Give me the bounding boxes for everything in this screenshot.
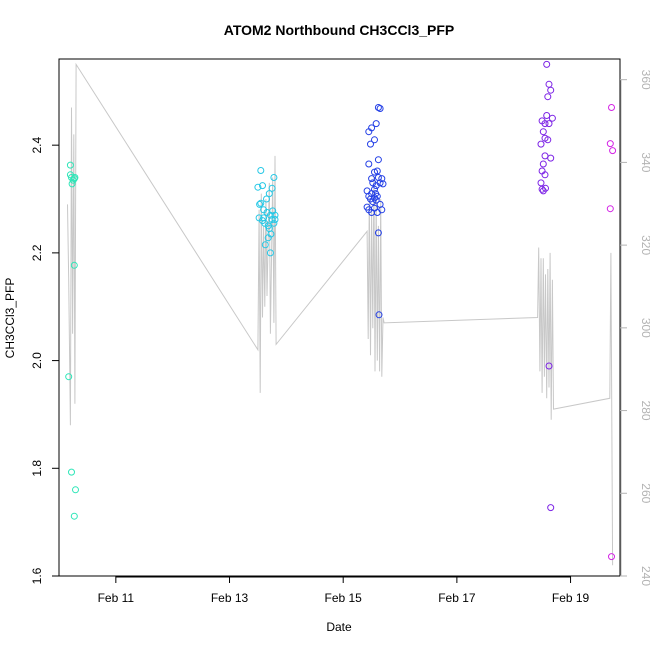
- data-point: [545, 362, 553, 370]
- data-point: [547, 86, 555, 94]
- data-point: [372, 120, 380, 128]
- data-point: [373, 209, 381, 216]
- data-point: [70, 261, 78, 269]
- data-point: [365, 160, 373, 168]
- data-point: [542, 184, 549, 192]
- data-point: [266, 249, 274, 257]
- data-point: [543, 112, 551, 119]
- data-point: [257, 167, 265, 174]
- data-point: [257, 199, 265, 207]
- y-tick-label: 2.4: [30, 137, 44, 154]
- x-axis: Feb 11 Feb 13 Feb 15 Feb 17 Feb 19: [98, 576, 590, 605]
- y2-tick-label: 240: [639, 566, 650, 586]
- data-point: [608, 104, 615, 111]
- data-point: [606, 140, 614, 148]
- data-point: [368, 175, 376, 183]
- data-point: [270, 219, 278, 227]
- data-point: [270, 174, 278, 181]
- y2-tick-label: 320: [639, 235, 650, 255]
- y-tick-label: 2.0: [30, 352, 44, 369]
- data-point: [374, 156, 382, 164]
- y2-tick-label: 260: [639, 483, 650, 503]
- data-point: [373, 167, 381, 175]
- y2-tick-label: 360: [639, 70, 650, 90]
- y2-tick-label: 300: [639, 318, 650, 338]
- data-point: [372, 190, 380, 198]
- data-point: [541, 120, 549, 128]
- data-point: [538, 185, 546, 193]
- data-point: [374, 104, 382, 111]
- data-point: [378, 175, 386, 183]
- x-tick-label: Feb 19: [552, 591, 590, 605]
- data-point: [541, 152, 549, 160]
- data-point: [371, 136, 378, 144]
- x-axis-label: Date: [326, 620, 352, 634]
- series-line-layer: [67, 62, 614, 566]
- data-point: [376, 105, 384, 112]
- x-tick-label: Feb 17: [438, 591, 476, 605]
- data-point: [259, 182, 266, 190]
- y-tick-label: 2.2: [30, 244, 44, 261]
- data-point: [539, 160, 547, 168]
- y-axis-right: 240 260 280 300 320 340 360: [620, 70, 650, 586]
- data-point: [367, 140, 374, 148]
- data-point: [264, 234, 272, 242]
- data-point: [369, 198, 377, 206]
- y-axis-label: CH3CCl3_PFP: [3, 278, 17, 359]
- data-point: [254, 183, 262, 191]
- y-tick-label: 1.8: [30, 460, 44, 477]
- data-point: [371, 194, 378, 202]
- data-point: [71, 174, 79, 181]
- data-point: [606, 205, 614, 213]
- data-point: [65, 373, 73, 381]
- data-point: [543, 60, 551, 68]
- data-point: [544, 136, 552, 144]
- chart-title: ATOM2 Northbound CH3CCl3_PFP: [224, 22, 455, 38]
- data-point: [260, 214, 268, 222]
- y2-tick-label: 280: [639, 401, 650, 421]
- data-point: [548, 114, 556, 122]
- data-point: [256, 200, 264, 208]
- y2-tick-label: 340: [639, 152, 650, 172]
- y-tick-label: 1.6: [30, 567, 44, 584]
- data-point: [68, 180, 76, 188]
- data-point: [547, 154, 555, 162]
- data-point: [66, 161, 74, 169]
- data-point: [539, 128, 547, 136]
- data-point: [371, 185, 378, 193]
- x-tick-label: Feb 11: [98, 591, 135, 605]
- data-point: [261, 241, 269, 249]
- data-point: [265, 190, 273, 198]
- x-tick-label: Feb 15: [325, 591, 363, 605]
- data-point: [609, 147, 617, 155]
- data-point: [376, 179, 384, 187]
- data-point: [375, 311, 383, 319]
- data-point: [269, 207, 277, 215]
- data-point: [541, 171, 549, 179]
- data-point: [368, 124, 376, 132]
- data-point: [545, 120, 553, 128]
- data-point: [547, 504, 555, 512]
- data-point: [70, 512, 78, 520]
- data-point: [263, 195, 270, 203]
- data-point: [544, 93, 552, 101]
- data-point: [379, 180, 387, 188]
- data-point: [68, 468, 75, 476]
- y-axis-left: 1.6 1.8 2.0 2.2 2.4: [30, 137, 60, 584]
- data-point: [608, 553, 615, 561]
- data-point: [268, 184, 276, 192]
- data-point: [545, 80, 553, 88]
- series-line: [67, 62, 614, 566]
- data-point: [537, 140, 545, 148]
- x-tick-label: Feb 13: [211, 591, 249, 605]
- data-points-layer: [65, 60, 617, 561]
- data-point: [378, 206, 386, 214]
- data-point: [72, 486, 79, 494]
- data-point: [537, 179, 545, 187]
- data-point: [374, 229, 382, 237]
- data-point: [271, 216, 279, 223]
